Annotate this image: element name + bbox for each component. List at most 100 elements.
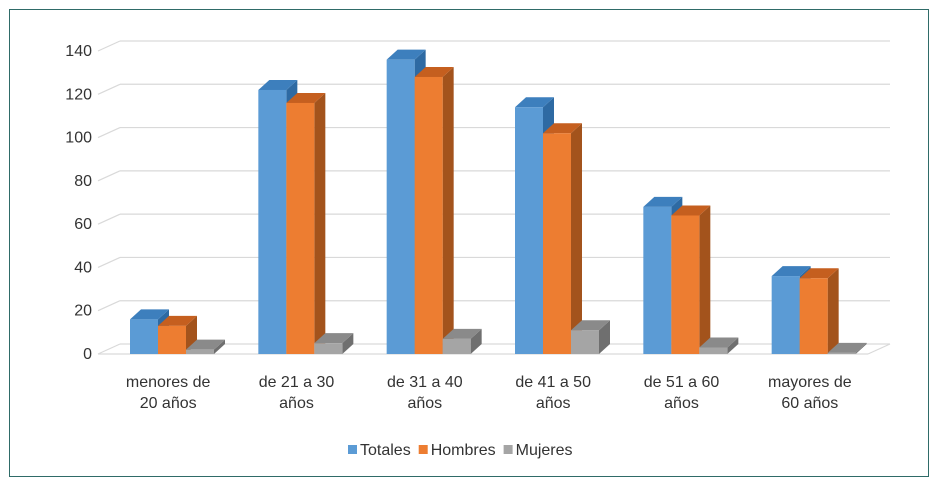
grid-line-side [97,170,121,182]
legend-label: Mujeres [516,442,573,459]
bar-top [386,49,426,60]
bar-side [314,92,326,354]
y-tick-label: 60 [74,216,92,233]
grid-line-side [97,300,121,312]
x-category-label: de 21 a 30 [259,374,335,391]
grid-line-side [97,127,121,139]
bar-top [158,315,197,326]
x-category-label: años [407,395,442,412]
bar-top [442,328,482,339]
chart-frame [9,9,929,477]
bar-hombres [543,123,582,354]
bar-side [855,342,867,354]
bar-top [286,92,326,103]
x-axis-category-labels: menores de 20 años de 21 a 30 años de 31 a 4… [126,374,852,412]
bar-front [771,276,800,354]
bar-front [186,349,214,354]
bar-front [543,133,571,354]
bar-top [186,339,225,350]
bar-front [414,76,443,354]
bar-side [342,333,354,354]
bar-front [799,278,828,354]
y-tick-label: 100 [65,130,92,147]
grid-lines [97,40,891,355]
bar-front [286,102,315,354]
legend: Totales Hombres Mujeres [348,442,573,459]
bar-front [827,352,856,354]
bar-mujeres [186,339,225,354]
bar-totales [771,266,811,354]
bar-hombres [799,268,839,354]
x-category-label: 20 años [140,395,197,412]
grid-line-side [97,256,121,268]
bar-top [258,79,298,90]
legend-label: Hombres [431,442,496,459]
bar-front [258,89,287,354]
bar-front [158,325,186,354]
x-category-label: de 51 a 60 [644,374,720,391]
y-tick-label: 140 [65,43,92,60]
bars [130,49,867,355]
grid-line-side [97,40,121,52]
bar-top [543,123,582,134]
x-category-label: años [279,395,314,412]
bar-top [515,97,554,108]
bar-side [442,66,454,354]
bar-side [599,320,610,354]
bar-top [643,196,683,207]
y-tick-label: 0 [83,346,92,363]
legend-label: Totales [360,442,411,459]
y-tick-label: 80 [74,173,92,190]
legend-swatch [503,445,513,454]
bar-hombres [671,205,711,354]
bar-front [442,338,471,354]
bar-side [470,328,482,354]
bar-front [130,319,158,354]
bar-top [671,205,711,216]
bar-side [727,337,739,354]
y-tick-label: 40 [74,259,92,276]
bar-front [515,107,543,355]
bar-front [643,206,672,354]
bar-side [571,123,582,354]
floor-edge [867,343,891,355]
x-category-label: años [536,395,571,412]
x-category-label: años [664,395,699,412]
x-category-label: mayores de [768,374,852,391]
grid-line-side [97,213,121,225]
y-tick-label: 20 [74,303,92,320]
bar-front [671,215,700,354]
x-category-label: de 41 a 50 [515,374,591,391]
grid-line-side [97,343,121,355]
bar-mujeres [699,337,739,354]
bar-hombres [286,92,326,354]
bar-side [827,268,839,354]
bar-front [699,347,728,354]
bar-side [699,205,711,354]
x-category-label: de 31 a 40 [387,374,463,391]
bar-front [571,330,599,354]
bar-top [130,309,169,320]
bar-top [571,320,610,331]
bar-top [827,342,867,353]
y-tick-label: 120 [65,86,92,103]
bar-top [771,266,811,277]
x-category-label: 60 años [781,395,838,412]
bar-top [314,333,354,344]
legend-swatch [418,445,428,454]
bar-side [214,339,225,354]
bar-front [314,343,343,354]
bar-mujeres [571,320,610,354]
bar-top [414,66,454,77]
legend-swatch [348,445,357,454]
bar-mujeres [827,342,867,354]
bar-mujeres [314,333,354,354]
bar-front [386,59,415,355]
x-category-label: menores de [126,374,211,391]
y-axis-tick-labels: 0 20 40 60 80 100 120 140 [65,43,92,363]
bar-top [699,337,739,348]
bar-hombres [414,66,454,354]
grid-line-side [97,83,121,95]
bar-top [799,268,839,279]
